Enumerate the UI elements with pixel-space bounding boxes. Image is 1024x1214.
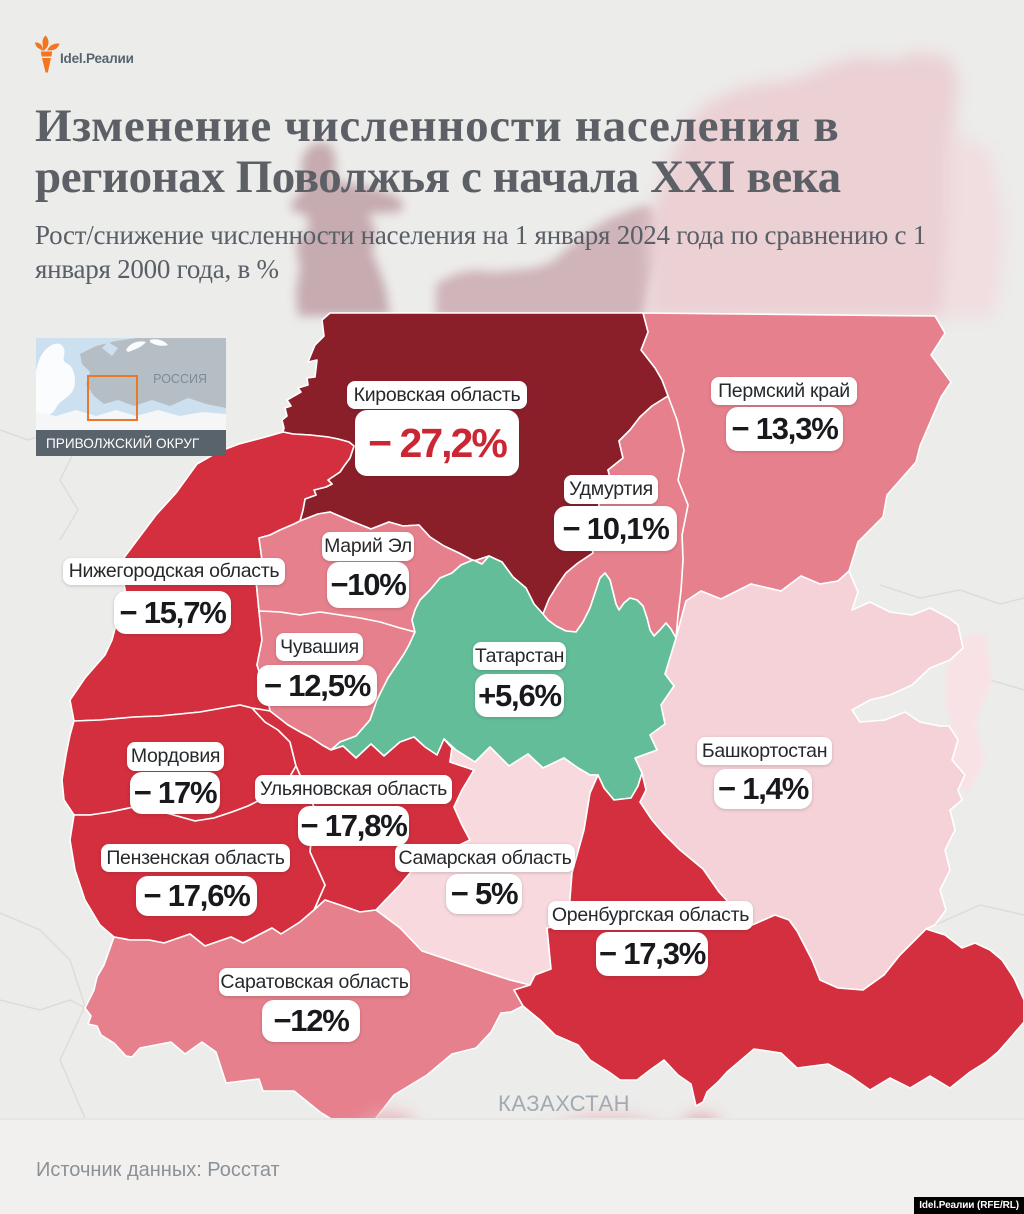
svg-text:ПРИВОЛЖСКИЙ ОКРУГ: ПРИВОЛЖСКИЙ ОКРУГ: [46, 436, 200, 451]
svg-text:РОССИЯ: РОССИЯ: [153, 372, 207, 386]
